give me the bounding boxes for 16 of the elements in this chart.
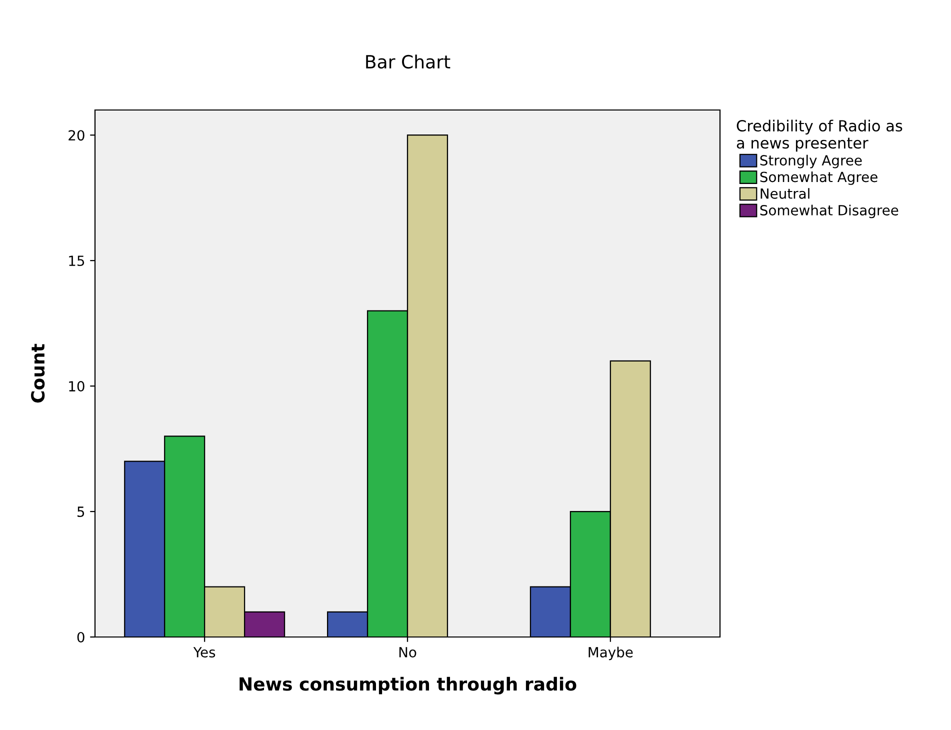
y-axis-title: Count: [31, 344, 45, 403]
legend-title: Credibility of Radio as a news presenter: [736, 120, 902, 152]
y-tick-label: 20: [68, 130, 84, 141]
legend-label: Strongly Agree: [760, 154, 862, 168]
y-tick-label: 0: [77, 632, 84, 642]
x-tick-label: Yes: [193, 647, 216, 658]
chart-title: Bar Chart: [366, 54, 450, 69]
x-tick-label: No: [399, 647, 416, 658]
x-axis-title: News consumption through radio: [240, 676, 576, 694]
legend-label: Somewhat Agree: [760, 171, 878, 185]
legend-label: Somewhat Disagree: [760, 204, 898, 218]
y-tick-label: 5: [78, 506, 84, 517]
x-tick-label: Maybe: [588, 646, 633, 660]
y-tick-label: 10: [69, 381, 84, 392]
y-tick-label: 15: [69, 256, 84, 266]
legend-label: Neutral: [760, 188, 810, 199]
